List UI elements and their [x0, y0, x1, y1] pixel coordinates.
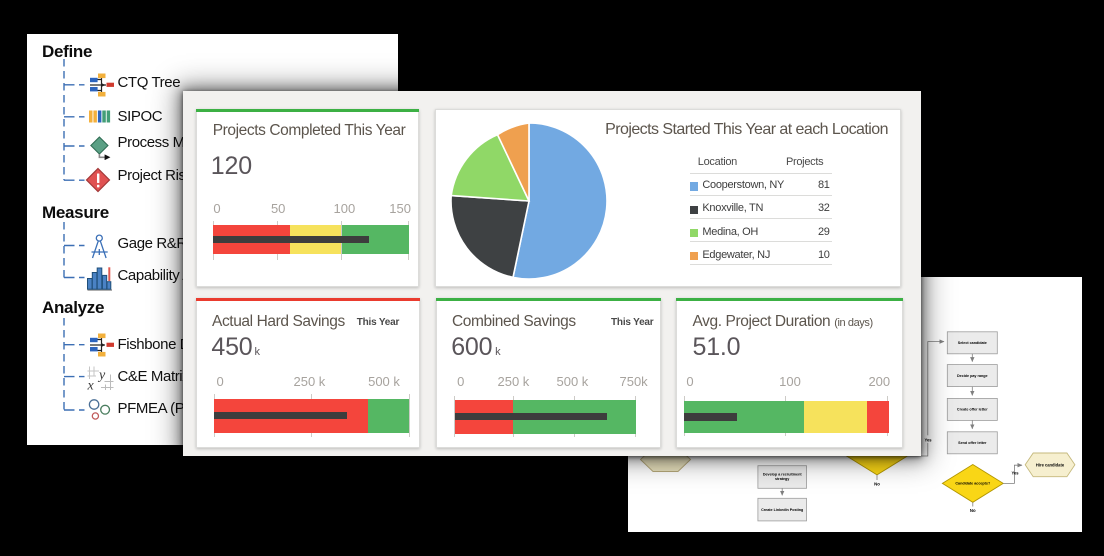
- svg-text:Send offer letter: Send offer letter: [958, 441, 987, 445]
- svg-text:x: x: [87, 379, 95, 392]
- svg-text:Develop a recruitment: Develop a recruitment: [763, 473, 803, 477]
- svg-text:Candidate accepts?: Candidate accepts?: [955, 482, 991, 486]
- svg-text:Yes: Yes: [1011, 471, 1019, 476]
- svg-text:Hire candidate: Hire candidate: [1036, 462, 1065, 467]
- svg-text:Create offer letter: Create offer letter: [957, 408, 988, 412]
- svg-text:Select candidate: Select candidate: [958, 341, 987, 345]
- svg-text:Yes: Yes: [924, 437, 932, 442]
- svg-text:Decide pay range: Decide pay range: [957, 374, 988, 378]
- svg-text:No: No: [874, 482, 880, 487]
- svg-text:y: y: [97, 368, 106, 383]
- svg-text:Create LinkedIn Posting: Create LinkedIn Posting: [761, 508, 803, 512]
- svg-text:No: No: [970, 508, 976, 513]
- svg-text:strategy: strategy: [775, 477, 790, 481]
